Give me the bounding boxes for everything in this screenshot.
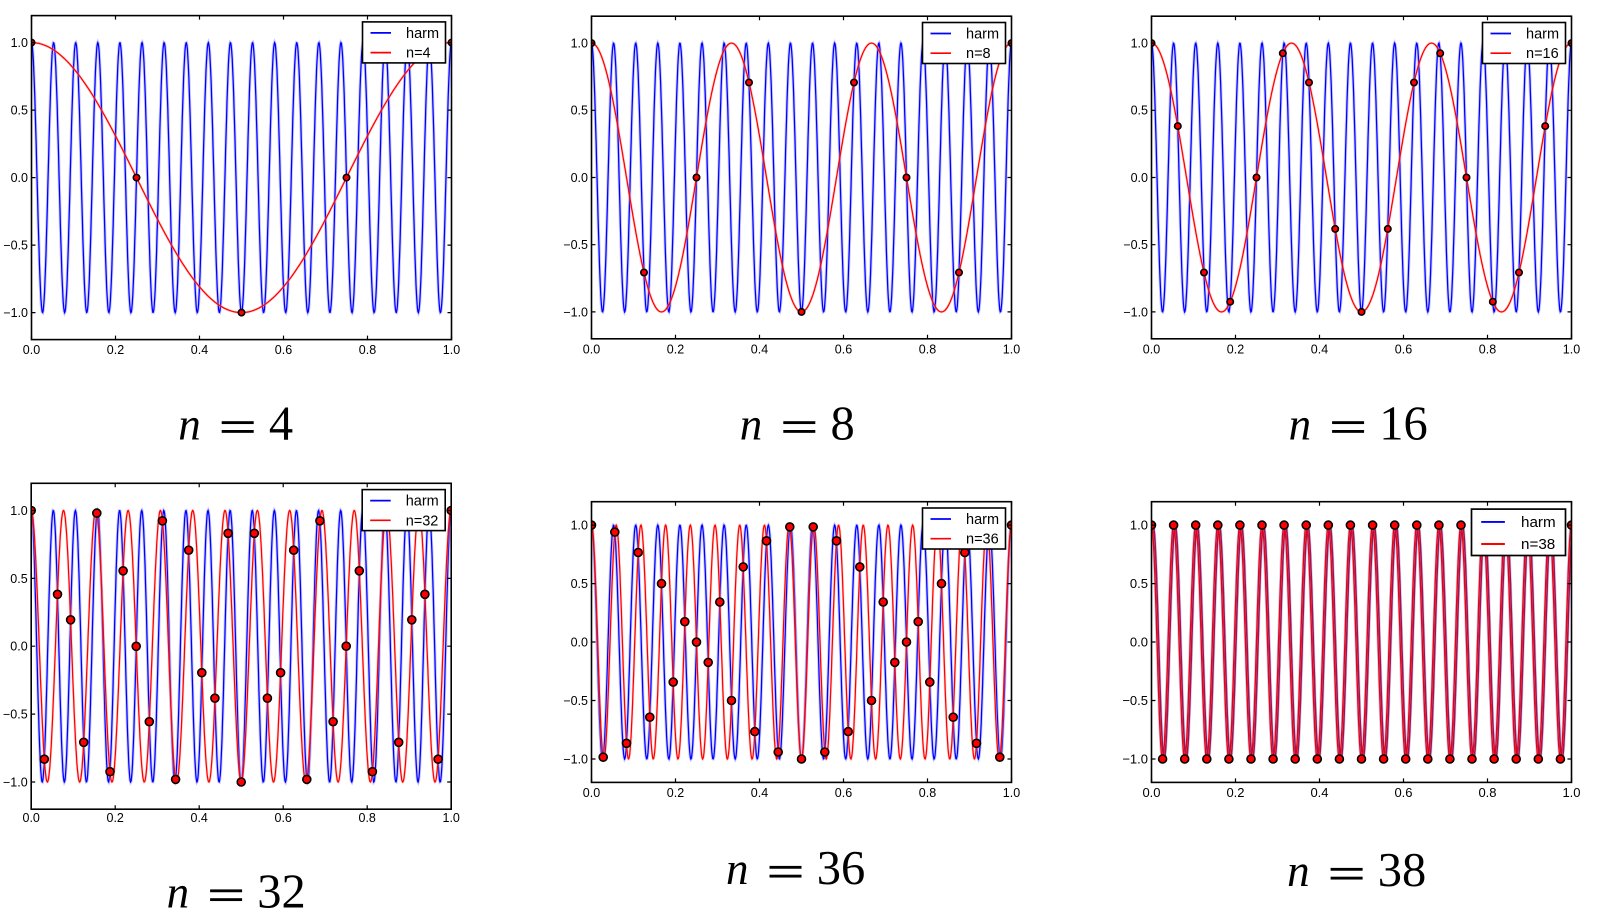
svg-text:n=8: n=8 <box>966 46 991 62</box>
svg-text:n=32: n=32 <box>406 513 439 529</box>
svg-text:−0.5: −0.5 <box>563 238 588 252</box>
svg-text:0.6: 0.6 <box>1395 342 1412 356</box>
svg-text:n=16: n=16 <box>1526 46 1559 62</box>
svg-text:−0.5: −0.5 <box>1123 238 1148 252</box>
svg-text:0.0: 0.0 <box>571 171 588 185</box>
svg-text:0.4: 0.4 <box>191 343 208 357</box>
svg-text:n=38: n=38 <box>1521 536 1555 553</box>
svg-text:0.5: 0.5 <box>571 577 588 591</box>
svg-text:0.5: 0.5 <box>10 572 27 586</box>
svg-text:0.6: 0.6 <box>835 786 852 800</box>
svg-text:1.0: 1.0 <box>1003 342 1020 356</box>
svg-text:0.5: 0.5 <box>1130 576 1148 591</box>
svg-text:n: n <box>1287 846 1310 896</box>
svg-text:−0.5: −0.5 <box>3 708 28 722</box>
svg-text:harm: harm <box>406 494 439 510</box>
svg-text:n: n <box>178 399 201 449</box>
svg-text:0.8: 0.8 <box>1478 785 1496 800</box>
svg-text:1.0: 1.0 <box>1562 785 1580 800</box>
svg-text:0.4: 0.4 <box>1311 342 1328 356</box>
svg-text:0.6: 0.6 <box>1394 785 1412 800</box>
svg-text:0.4: 0.4 <box>1310 785 1328 800</box>
svg-text:0.2: 0.2 <box>667 786 684 800</box>
svg-text:0.0: 0.0 <box>583 786 600 800</box>
svg-text:n: n <box>1289 399 1312 449</box>
svg-text:0.8: 0.8 <box>359 811 376 825</box>
svg-text:0.8: 0.8 <box>1479 342 1496 356</box>
svg-text:0.8: 0.8 <box>919 786 936 800</box>
svg-text:n=4: n=4 <box>406 46 431 62</box>
svg-text:0.2: 0.2 <box>667 342 684 356</box>
svg-text:4: 4 <box>269 397 293 450</box>
svg-text:0.0: 0.0 <box>1131 171 1148 185</box>
svg-text:1.0: 1.0 <box>571 37 588 51</box>
svg-text:−0.5: −0.5 <box>563 694 588 708</box>
svg-text:1.0: 1.0 <box>1130 518 1148 533</box>
svg-text:0.0: 0.0 <box>1130 634 1148 649</box>
svg-text:16: 16 <box>1379 397 1428 450</box>
svg-text:1.0: 1.0 <box>443 811 460 825</box>
svg-text:0.0: 0.0 <box>23 811 40 825</box>
svg-text:0.5: 0.5 <box>1131 104 1148 118</box>
svg-text:n: n <box>726 844 749 894</box>
svg-text:1.0: 1.0 <box>1003 786 1020 800</box>
svg-text:0.6: 0.6 <box>275 343 292 357</box>
svg-text:32: 32 <box>257 866 306 919</box>
svg-text:8: 8 <box>831 397 855 450</box>
svg-text:1.0: 1.0 <box>443 343 460 357</box>
svg-text:1.0: 1.0 <box>11 36 28 50</box>
svg-text:−1.0: −1.0 <box>563 305 588 319</box>
svg-text:0.0: 0.0 <box>11 171 28 185</box>
svg-text:0.6: 0.6 <box>275 811 292 825</box>
svg-text:harm: harm <box>1521 514 1556 531</box>
svg-text:n: n <box>740 399 763 449</box>
svg-text:n: n <box>167 868 190 918</box>
svg-text:−1.0: −1.0 <box>1122 751 1148 766</box>
svg-text:harm: harm <box>406 26 439 42</box>
svg-text:0.5: 0.5 <box>11 104 28 118</box>
svg-text:0.2: 0.2 <box>107 343 124 357</box>
svg-text:0.4: 0.4 <box>751 786 768 800</box>
svg-text:0.6: 0.6 <box>835 342 852 356</box>
svg-text:0.0: 0.0 <box>1142 785 1160 800</box>
svg-text:0.0: 0.0 <box>1143 342 1160 356</box>
svg-text:0.4: 0.4 <box>191 811 208 825</box>
svg-text:0.0: 0.0 <box>10 640 27 654</box>
svg-text:0.2: 0.2 <box>1226 785 1244 800</box>
svg-text:1.0: 1.0 <box>1131 37 1148 51</box>
svg-text:−0.5: −0.5 <box>3 239 28 253</box>
svg-text:−1.0: −1.0 <box>1123 305 1148 319</box>
svg-text:38: 38 <box>1378 844 1427 897</box>
svg-text:1.0: 1.0 <box>10 504 27 518</box>
svg-text:n=36: n=36 <box>966 532 999 548</box>
svg-text:0.5: 0.5 <box>571 104 588 118</box>
svg-text:harm: harm <box>966 26 999 42</box>
svg-text:1.0: 1.0 <box>1563 342 1580 356</box>
svg-text:−1.0: −1.0 <box>3 306 28 320</box>
svg-text:0.0: 0.0 <box>23 343 40 357</box>
svg-text:harm: harm <box>1526 26 1559 42</box>
svg-text:harm: harm <box>966 512 999 528</box>
svg-text:1.0: 1.0 <box>571 519 588 533</box>
svg-text:−0.5: −0.5 <box>1122 693 1148 708</box>
svg-text:−1.0: −1.0 <box>563 752 588 766</box>
svg-text:36: 36 <box>817 842 866 895</box>
svg-text:0.8: 0.8 <box>359 343 376 357</box>
svg-text:0.0: 0.0 <box>583 342 600 356</box>
svg-text:−1.0: −1.0 <box>3 775 28 789</box>
svg-text:0.2: 0.2 <box>1227 342 1244 356</box>
svg-text:0.8: 0.8 <box>919 342 936 356</box>
svg-text:0.2: 0.2 <box>107 811 124 825</box>
svg-text:0.4: 0.4 <box>751 342 768 356</box>
svg-text:0.0: 0.0 <box>571 635 588 649</box>
